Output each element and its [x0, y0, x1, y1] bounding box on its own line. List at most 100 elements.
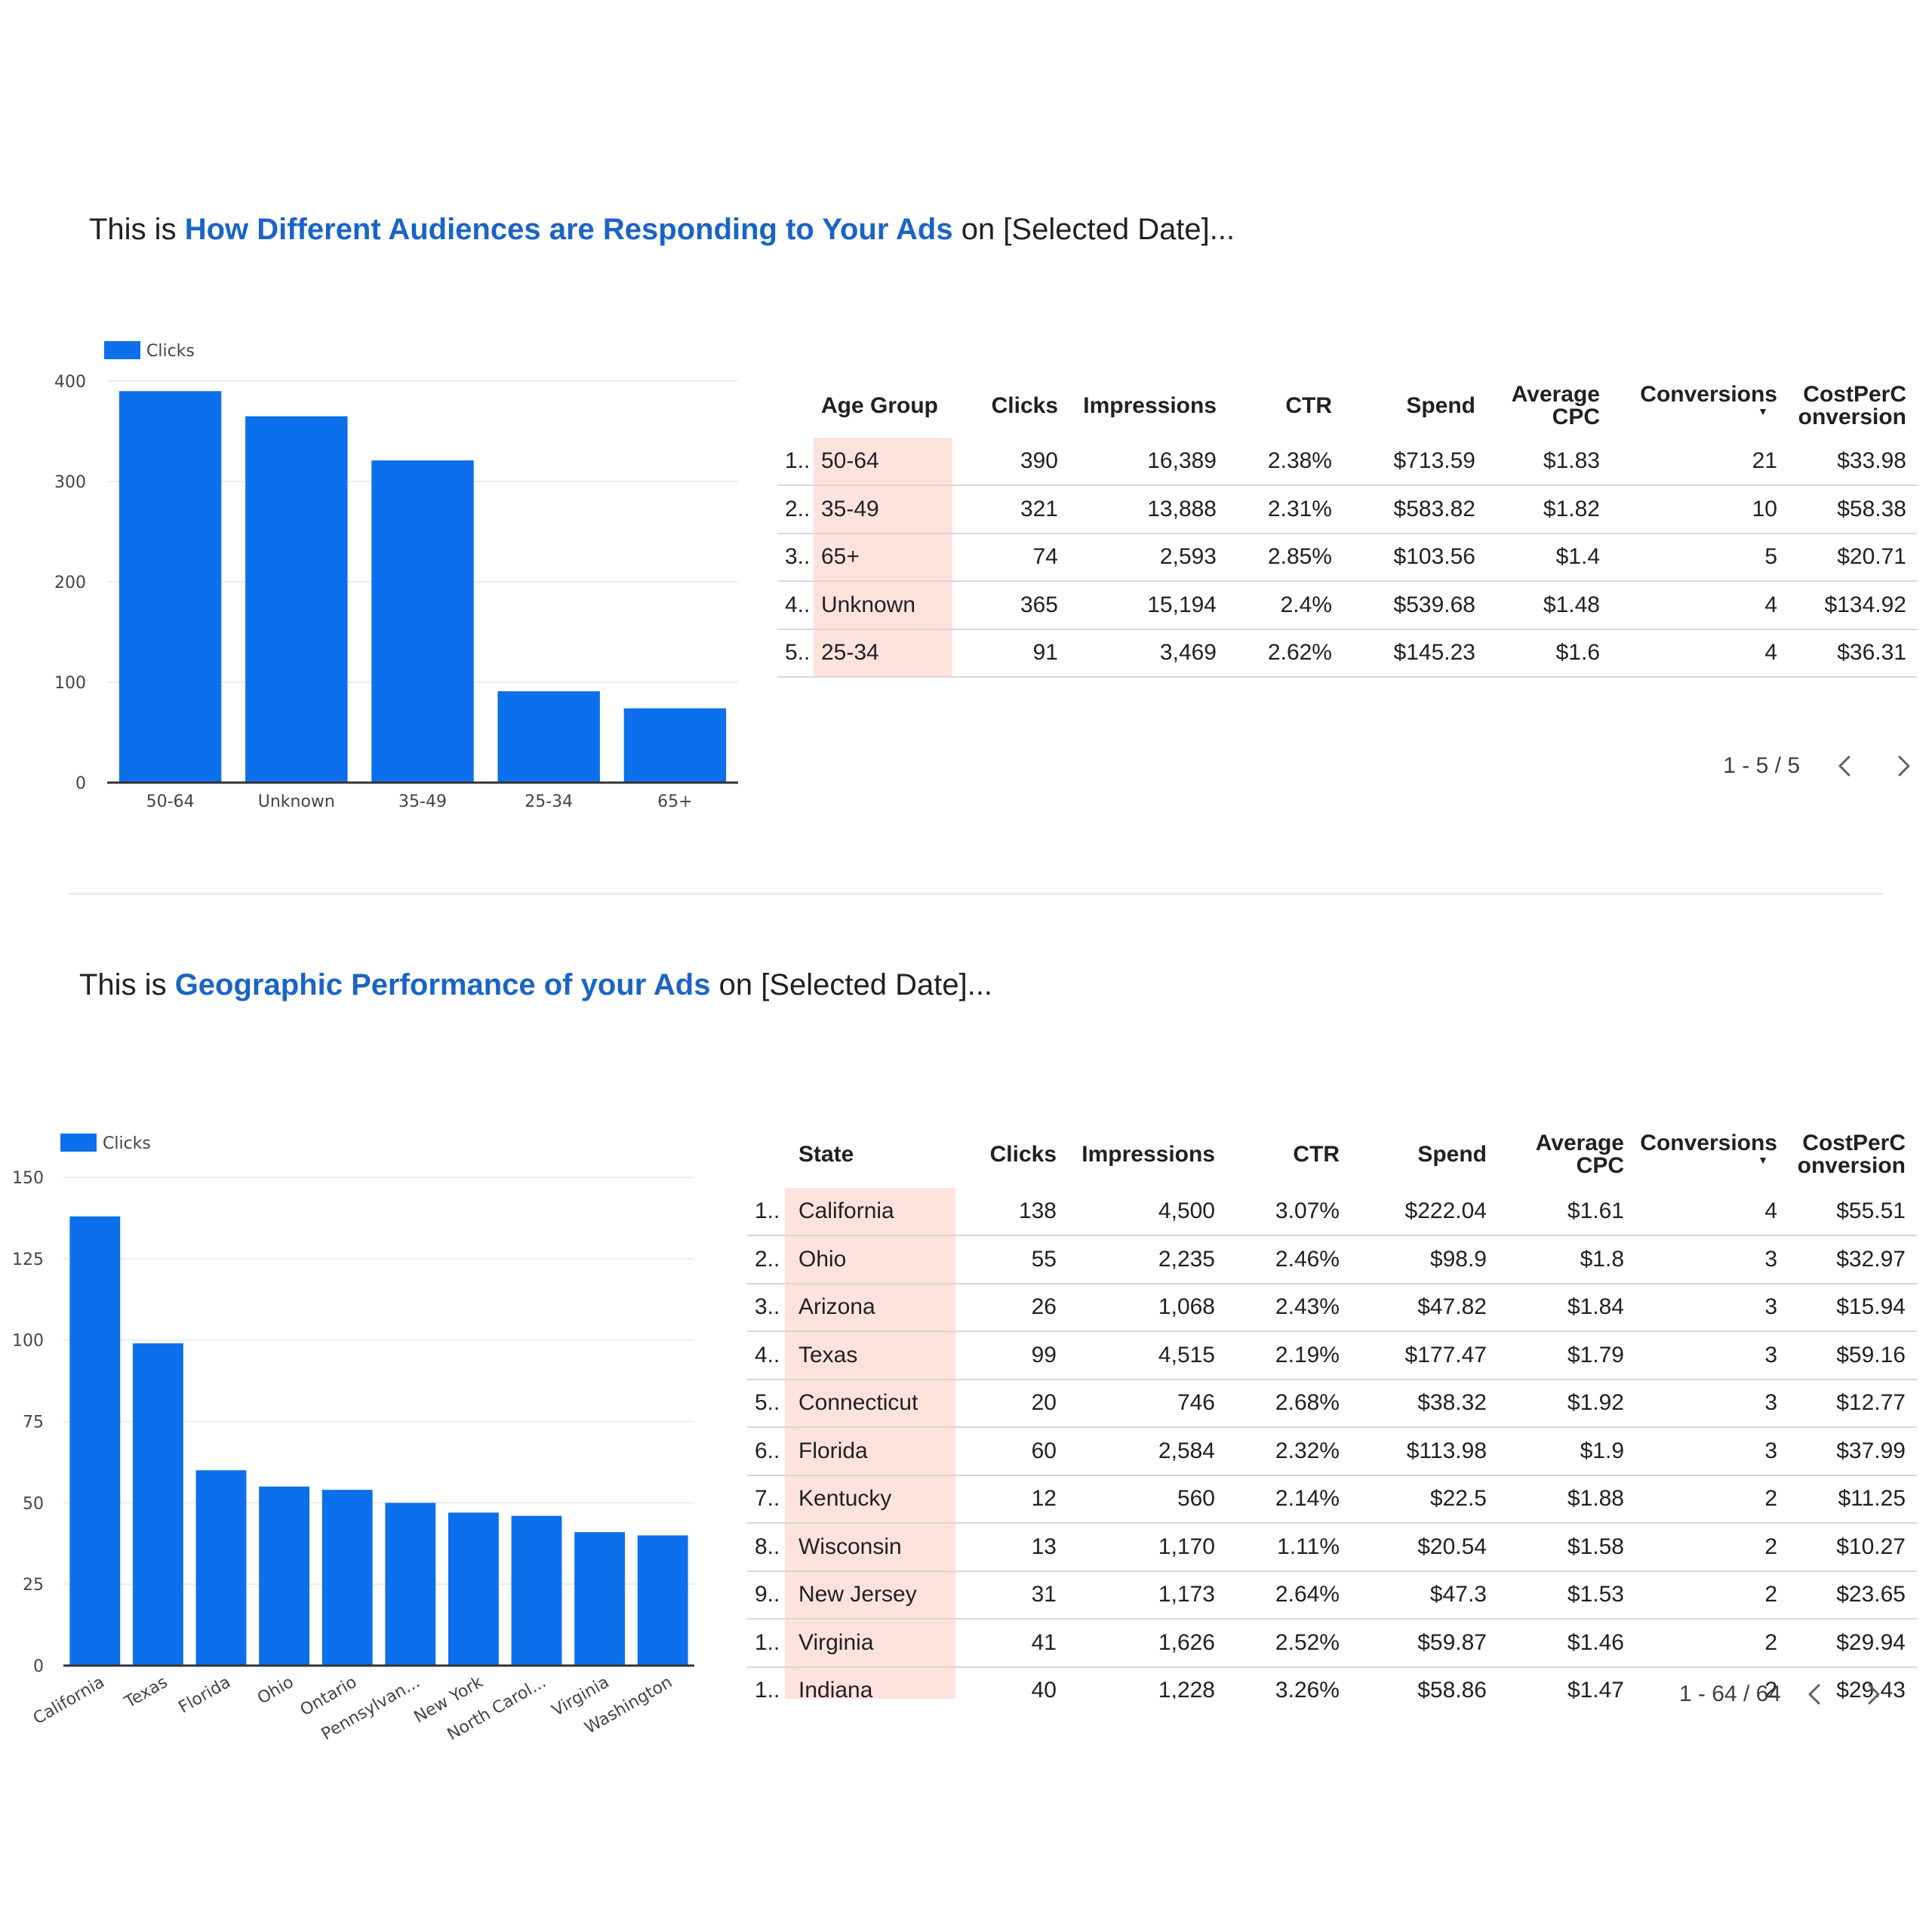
table-row[interactable]: 5.. 25-34 91 3,469 2.62% $145.23 $1.6 4 $36.31 — [777, 629, 1917, 678]
cell-impressions: 560 — [1177, 1486, 1215, 1511]
chart-legend: Clicks — [60, 1134, 151, 1153]
cell-spend: $539.68 — [1393, 592, 1475, 617]
cell-spend: $98.9 — [1429, 1246, 1487, 1272]
bar-ontario[interactable] — [321, 1490, 373, 1666]
table-row[interactable]: 4.. Unknown 365 15,194 2.4% $539.68 $1.48 4 $134… — [777, 582, 1917, 630]
bar-35-49[interactable] — [371, 460, 474, 783]
row-index: 2.. — [755, 1246, 780, 1272]
pagination-label: 1 - 64 / 64 — [1678, 1681, 1781, 1706]
bar-ohio[interactable] — [259, 1486, 310, 1666]
cell-spend: $59.87 — [1417, 1629, 1487, 1655]
header-dimension[interactable]: State — [798, 1143, 995, 1166]
bar-california[interactable] — [69, 1216, 121, 1666]
cell-conversions: 4 — [1764, 1198, 1777, 1223]
headline-prefix: This is — [79, 968, 175, 1001]
header-ctr-text: CTR — [1285, 393, 1332, 418]
cell-cost-per-conversion: $23.65 — [1836, 1582, 1906, 1607]
bar-texas[interactable] — [132, 1343, 183, 1666]
cell-impressions: 3,469 — [1159, 640, 1217, 665]
header-cost-per-conversion[interactable]: CostPerC onversion — [1755, 1132, 1906, 1177]
bar-pennsylvan-[interactable] — [385, 1503, 436, 1666]
table-row[interactable]: 2.. 35-49 321 13,888 2.31% $583.82 $1.82 10 $58.… — [777, 486, 1917, 534]
table-row[interactable]: 2.. Ohio 55 2,235 2.46% $98.9 $1.8 3 $32.97 — [747, 1236, 1917, 1284]
bar-virginia[interactable] — [574, 1532, 626, 1666]
header-conversions[interactable]: Conversions ▼ — [1611, 383, 1777, 417]
cell-conversions: 2 — [1764, 1629, 1777, 1655]
cell-ctr: 2.38% — [1267, 448, 1332, 473]
header-impressions[interactable]: Impressions — [1034, 1143, 1215, 1166]
cell-clicks: 390 — [1020, 448, 1058, 473]
cell-ctr: 2.64% — [1275, 1582, 1340, 1607]
cell-average-cpc: $1.48 — [1543, 592, 1600, 617]
cell-clicks: 26 — [1031, 1294, 1057, 1319]
cell-impressions: 2,235 — [1158, 1246, 1215, 1272]
x-tick-label: Texas — [121, 1673, 171, 1713]
header-spend[interactable]: Spend — [1351, 1143, 1487, 1166]
bar-unknown[interactable] — [245, 416, 348, 783]
section-2-headline: This is Geographic Performance of your A… — [79, 968, 992, 1002]
cell-dimension: Texas — [798, 1342, 858, 1367]
chevron-right-icon[interactable] — [1888, 751, 1918, 781]
cell-cost-per-conversion: $59.16 — [1836, 1342, 1906, 1367]
header-average-cpc[interactable]: Average CPC — [1488, 1132, 1624, 1177]
chevron-left-icon[interactable] — [1800, 1679, 1830, 1709]
dimension-column-highlight — [814, 438, 952, 678]
x-tick-label: 35-49 — [398, 792, 447, 811]
table-row[interactable]: 4.. Texas 99 4,515 2.19% $177.47 $1.79 3 $59.16 — [747, 1332, 1917, 1380]
cell-dimension: Virginia — [798, 1629, 874, 1655]
section-1-headline: This is How Different Audiences are Resp… — [89, 213, 1235, 247]
header-conversions[interactable]: Conversions ▼ — [1611, 1132, 1777, 1166]
cell-clicks: 55 — [1031, 1246, 1057, 1272]
header-cost-per-conversion-text: CostPerC — [1803, 382, 1906, 407]
cell-spend: $222.04 — [1404, 1198, 1487, 1223]
cell-impressions: 4,500 — [1158, 1198, 1215, 1223]
bar-washington[interactable] — [637, 1535, 688, 1666]
dimension-column-highlight — [785, 1188, 955, 1699]
cell-cost-per-conversion: $134.92 — [1824, 592, 1906, 617]
chevron-right-icon — [1868, 1684, 1880, 1705]
header-clicks[interactable]: Clicks — [906, 1143, 1057, 1166]
cell-cost-per-conversion: $29.94 — [1836, 1629, 1906, 1655]
bar-florida[interactable] — [195, 1470, 247, 1666]
row-index: 2.. — [785, 496, 811, 521]
table-row[interactable]: 5.. Connecticut 20 746 2.68% $38.32 $1.92 3 $12.… — [747, 1380, 1917, 1428]
cell-ctr: 2.19% — [1275, 1342, 1340, 1367]
pagination-label: 1 - 5 / 5 — [1723, 753, 1800, 778]
table-row[interactable]: 7.. Kentucky 12 560 2.14% $22.5 $1.88 2 $11.25 — [747, 1475, 1917, 1524]
cell-average-cpc: $1.92 — [1567, 1390, 1624, 1415]
table-row[interactable]: 3.. 65+ 74 2,593 2.85% $103.56 $1.4 5 $20.71 — [777, 534, 1917, 582]
chevron-right-icon[interactable] — [1858, 1679, 1888, 1709]
header-ctr[interactable]: CTR — [1211, 395, 1332, 417]
sort-desc-icon[interactable]: ▼ — [1758, 1154, 1768, 1166]
table-row[interactable]: 1.. 50-64 390 16,389 2.38% $713.59 $1.83 21 $33.… — [777, 438, 1917, 486]
headline-prefix: This is — [89, 213, 185, 246]
header-impressions[interactable]: Impressions — [1035, 395, 1217, 417]
table-row[interactable]: 1.. California 138 4,500 3.07% $222.04 $1.61 4 $… — [747, 1188, 1917, 1236]
header-dimension[interactable]: Age Group — [821, 395, 1017, 417]
table-row[interactable]: 3.. Arizona 26 1,068 2.43% $47.82 $1.84 3 $15.94 — [747, 1284, 1917, 1332]
bar-65-[interactable] — [623, 708, 727, 783]
bar-50-64[interactable] — [118, 391, 222, 783]
bar-north-carol-[interactable] — [511, 1515, 562, 1666]
cell-cost-per-conversion: $55.51 — [1836, 1198, 1906, 1223]
chevron-left-icon[interactable] — [1830, 751, 1860, 781]
header-clicks[interactable]: Clicks — [907, 395, 1058, 417]
table-row[interactable]: 8.. Wisconsin 13 1,170 1.11% $20.54 $1.58 2 $10.… — [747, 1524, 1917, 1572]
state-clicks-bar-chart: Clicks 0 25 50 75 100 125 150 California Texas Flo… — [12, 1134, 694, 1744]
row-index: 9.. — [755, 1582, 780, 1607]
sort-desc-icon[interactable]: ▼ — [1758, 405, 1768, 417]
bar-new-york[interactable] — [448, 1512, 499, 1666]
bar-25-34[interactable] — [497, 691, 600, 783]
table-row[interactable]: 1.. Virginia 41 1,626 2.52% $59.87 $1.46 2 $29.9… — [747, 1620, 1917, 1668]
table-row[interactable]: 9.. New Jersey 31 1,173 2.64% $47.3 $1.53 2 $23.… — [747, 1571, 1917, 1620]
header-cost-per-conversion[interactable]: CostPerC onversion — [1755, 383, 1906, 429]
cell-dimension: 25-34 — [821, 640, 879, 665]
cell-clicks: 365 — [1020, 592, 1058, 617]
table-row[interactable]: 1.. Indiana 40 1,228 3.26% $58.86 $1.47 2 $29.43 — [747, 1667, 1917, 1699]
table-row[interactable]: 6.. Florida 60 2,584 2.32% $113.98 $1.9 3 $37.99 — [747, 1428, 1917, 1476]
header-cost-per-conversion-text: onversion — [1797, 1153, 1906, 1178]
cell-cost-per-conversion: $37.99 — [1836, 1438, 1906, 1463]
header-ctr[interactable]: CTR — [1219, 1143, 1340, 1166]
header-spend[interactable]: Spend — [1340, 395, 1475, 417]
header-average-cpc[interactable]: Average CPC — [1464, 383, 1600, 429]
